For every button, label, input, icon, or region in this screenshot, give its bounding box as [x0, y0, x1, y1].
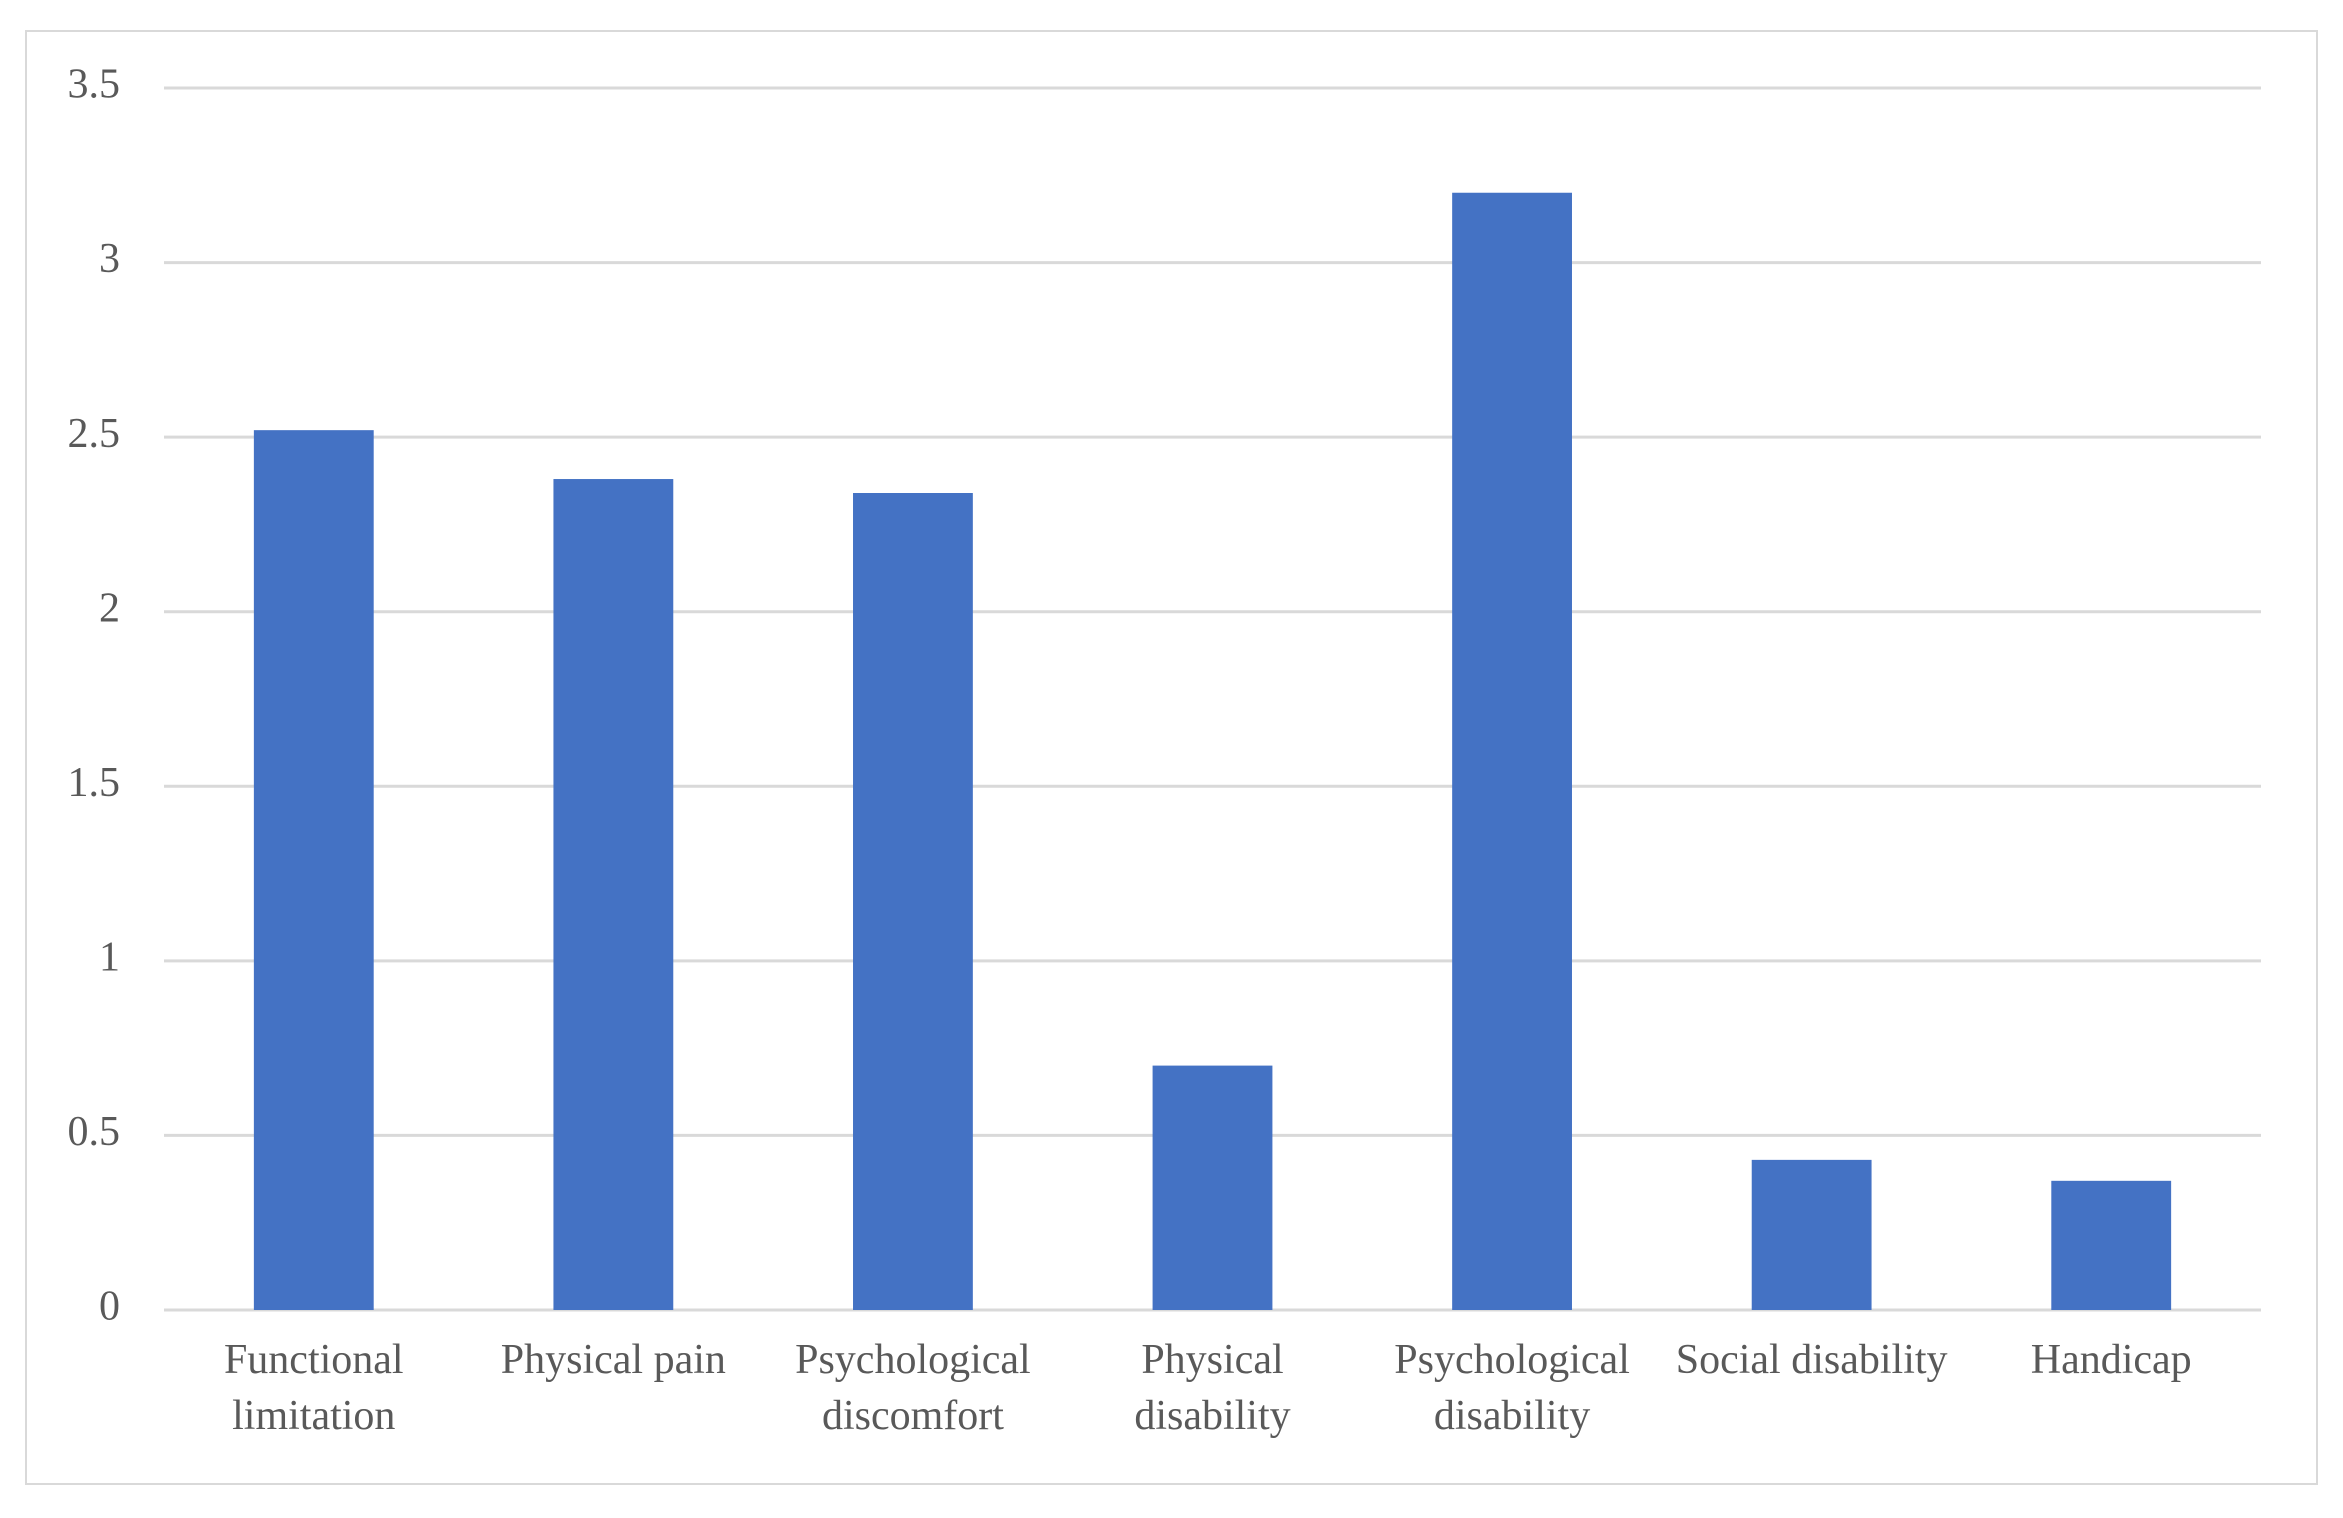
y-tick-label: 0: [99, 1284, 120, 1330]
x-tick-label: Psychological discomfort: [795, 1337, 1031, 1439]
x-tick-label: Functional limitation: [223, 1337, 404, 1439]
bar: [1452, 192, 1572, 1310]
x-tick-label: Handicap: [2030, 1337, 2192, 1383]
y-tick-label: 1: [99, 934, 120, 980]
y-tick-label: 2.5: [68, 411, 121, 457]
bar: [1152, 1065, 1273, 1310]
y-tick-label: 2: [99, 585, 120, 631]
bar: [1751, 1159, 1872, 1310]
y-tick-label: 0.5: [68, 1109, 121, 1155]
y-tick-label: 3.5: [68, 62, 121, 108]
bar: [553, 479, 674, 1310]
x-tick-label: Physical disability: [1134, 1337, 1291, 1439]
y-tick-label: 1.5: [68, 760, 121, 806]
chart-frame: [25, 30, 2318, 1485]
x-tick-label: Physical pain: [500, 1337, 726, 1383]
x-tick-label: Psychological disability: [1394, 1337, 1630, 1439]
x-tick-label: Social disability: [1675, 1337, 1948, 1383]
bar: [253, 430, 374, 1310]
bar: [2051, 1180, 2172, 1310]
y-tick-label: 3: [99, 236, 120, 282]
bar: [853, 493, 973, 1310]
